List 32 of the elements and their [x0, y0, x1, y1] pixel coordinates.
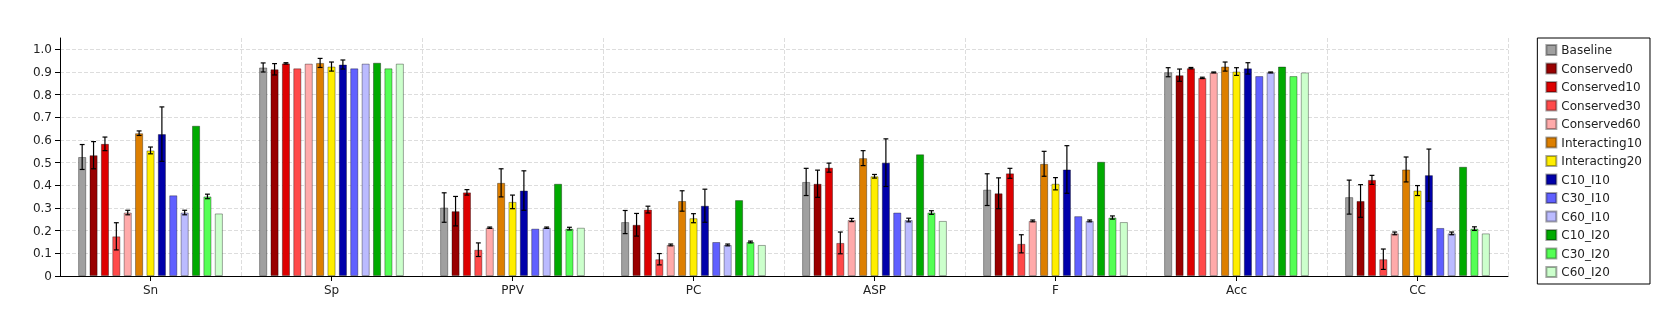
y-tick-label: 0.2: [32, 223, 52, 238]
x-tick-label: PC: [685, 283, 702, 297]
legend-label: Conserved0: [1561, 61, 1633, 76]
y-tick-label: 0: [44, 269, 52, 283]
y-tick-label: 0.8: [32, 87, 52, 102]
x-tick-label: PPV: [501, 283, 525, 297]
legend-label: C10_I20: [1561, 228, 1610, 242]
x-tick-label: ASP: [862, 283, 887, 297]
legend-label: C60_I10: [1561, 209, 1610, 224]
y-tick-label: 0.5: [32, 155, 52, 170]
y-tick-label: 0.6: [32, 133, 52, 147]
legend-label: Interacting10: [1561, 135, 1643, 150]
legend-label: Conserved30: [1561, 98, 1641, 113]
legend-label: C60_I20: [1561, 265, 1610, 279]
legend-label: C30_I20: [1561, 246, 1610, 261]
x-tick-label: Acc: [1225, 283, 1248, 297]
legend-label: C10_I10: [1561, 172, 1610, 187]
legend-label: Conserved10: [1561, 80, 1641, 94]
x-tick-label: Sp: [323, 283, 340, 297]
legend-label: Baseline: [1561, 43, 1613, 57]
x-tick-label: CC: [1409, 283, 1426, 297]
y-tick-label: 0.1: [32, 246, 52, 261]
y-tick-label: 0.4: [32, 178, 52, 193]
legend-label: C30_I10: [1561, 191, 1610, 205]
legend-label: Interacting20: [1561, 154, 1643, 168]
y-tick-label: 0.7: [32, 110, 52, 125]
y-tick-label: 0.9: [32, 65, 52, 79]
x-tick-label: Sn: [142, 283, 159, 297]
y-tick-label: 1.0: [32, 42, 52, 57]
legend-label: Conserved60: [1561, 117, 1641, 131]
y-tick-label: 0.3: [32, 201, 52, 215]
x-tick-label: F: [1052, 283, 1060, 297]
